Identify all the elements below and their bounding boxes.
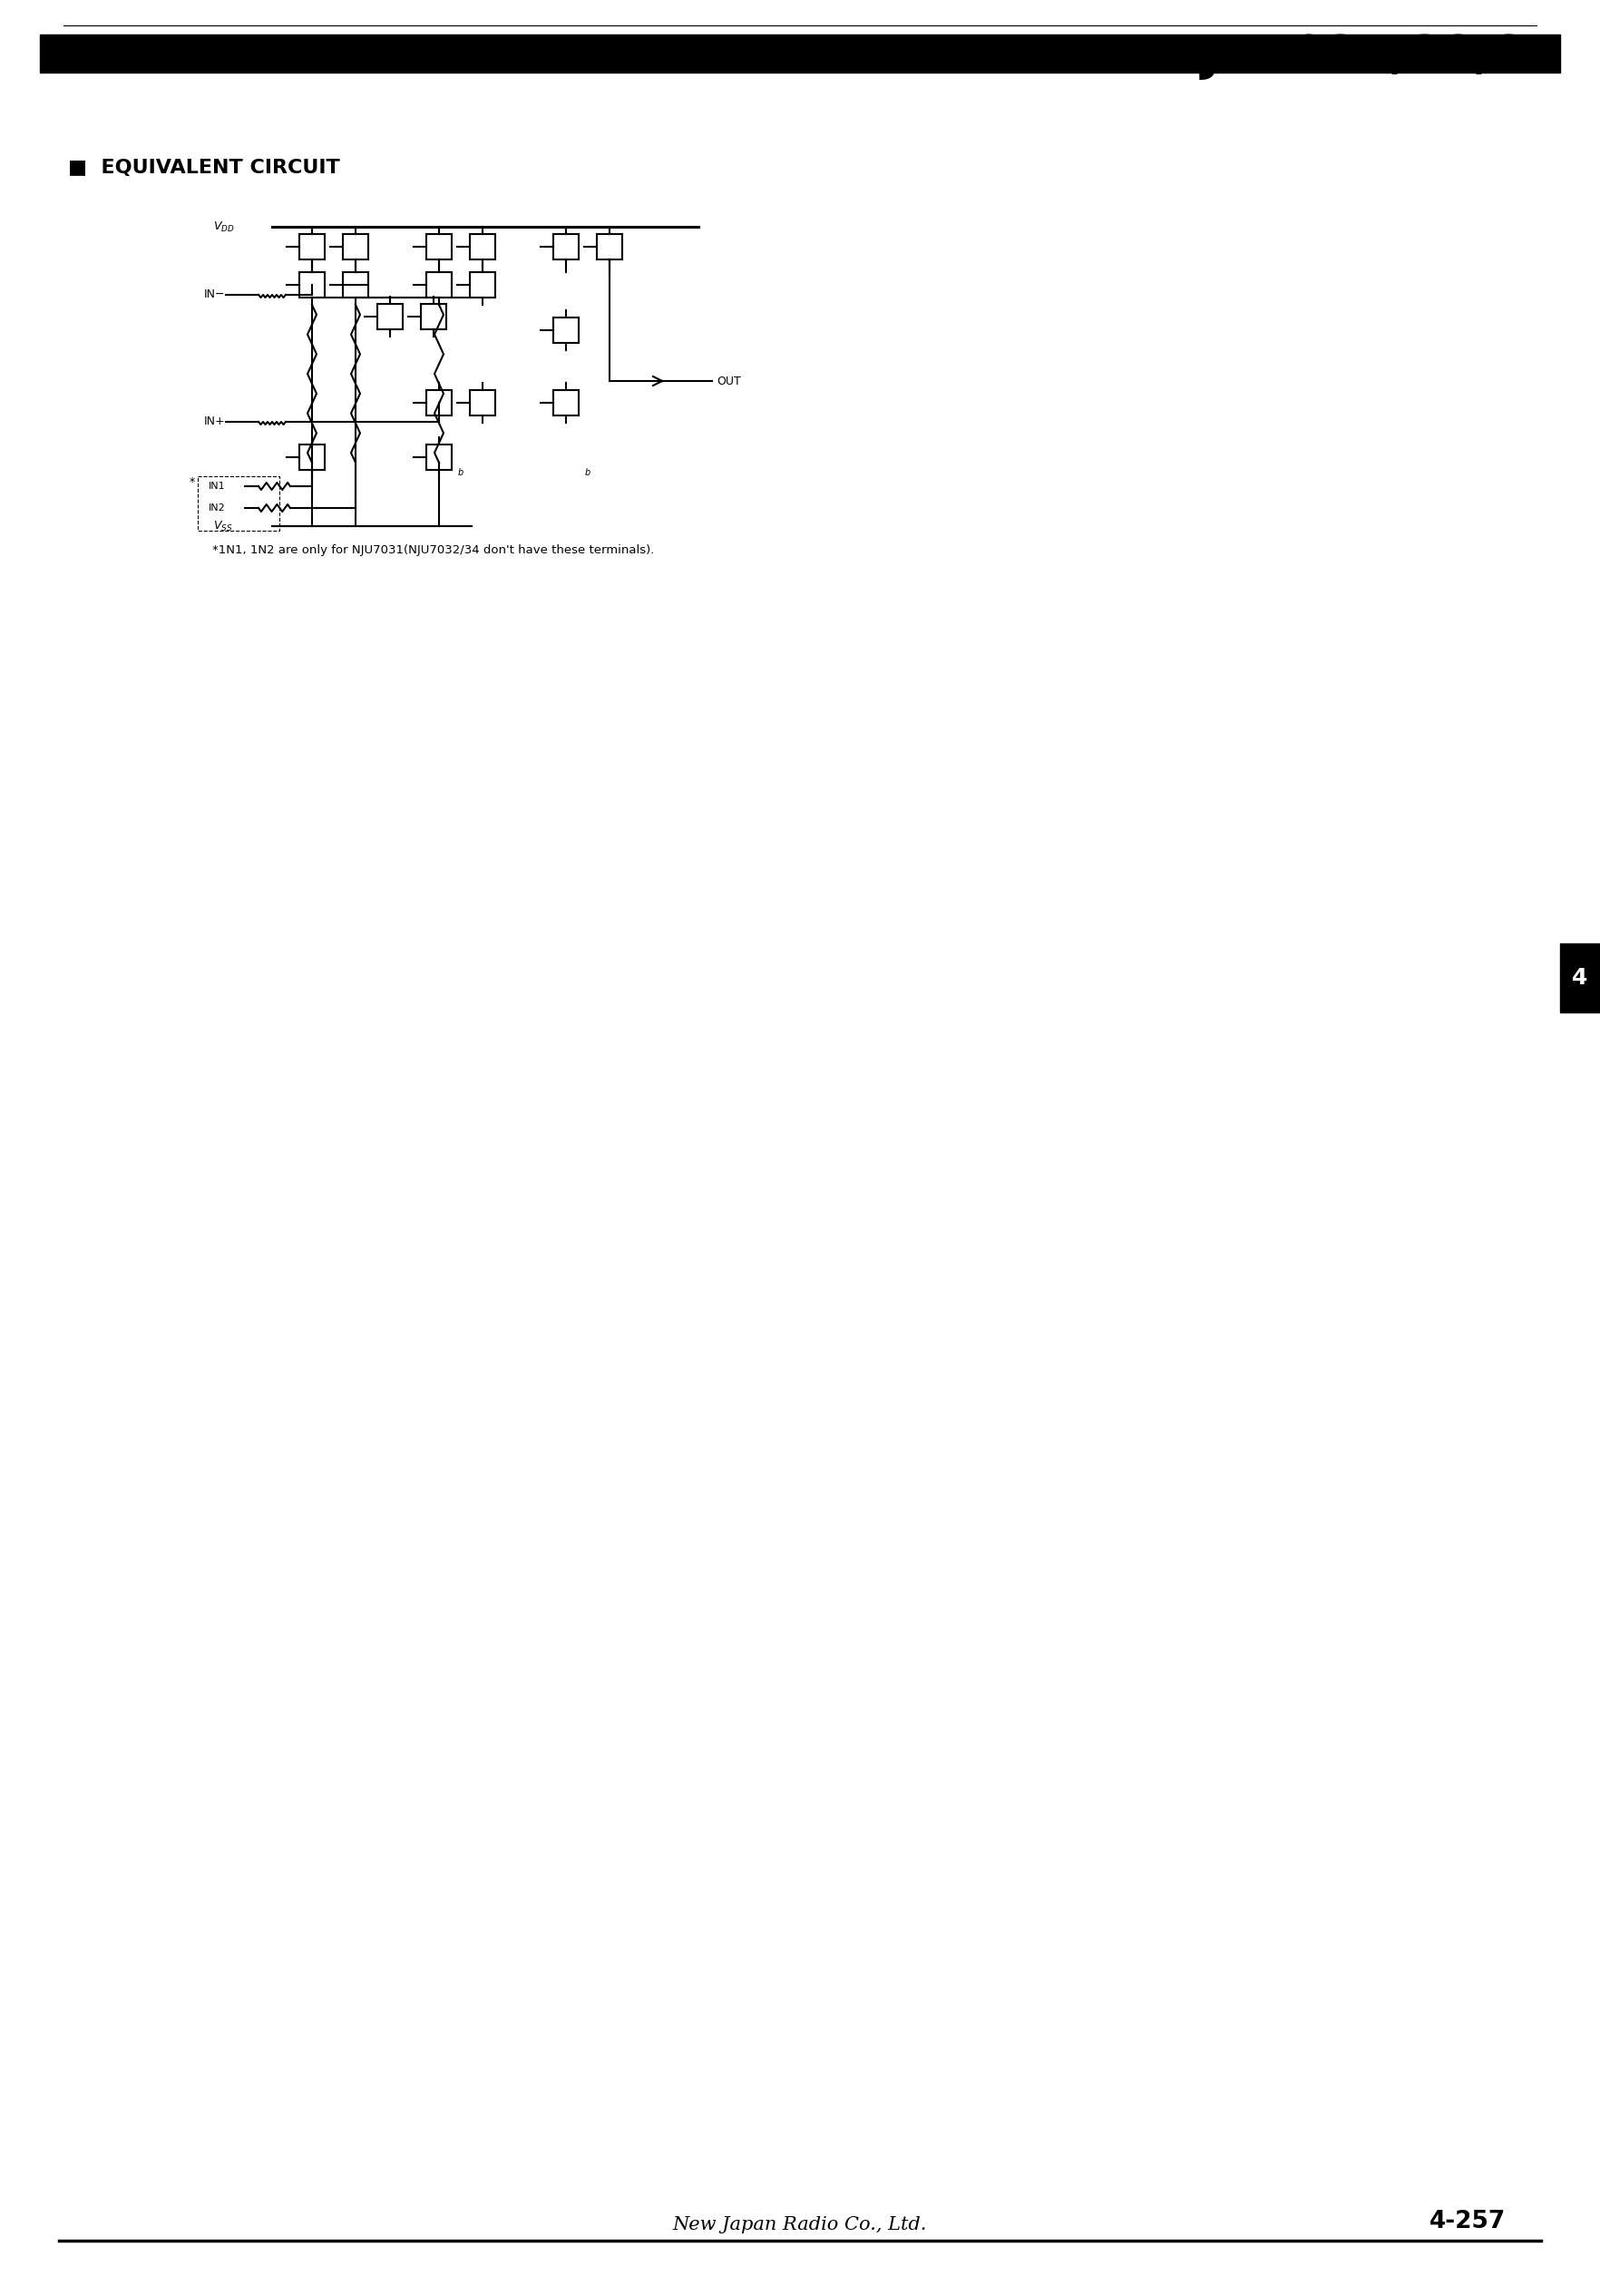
Bar xyxy=(299,234,325,259)
Bar xyxy=(198,475,280,530)
Bar xyxy=(40,34,1560,73)
Text: *1N1, 1N2 are only for NJU7031(NJU7032/34 don't have these terminals).: *1N1, 1N2 are only for NJU7031(NJU7032/3… xyxy=(213,544,654,556)
Bar xyxy=(426,445,451,471)
Text: $V_{DD}$: $V_{DD}$ xyxy=(213,220,235,234)
Text: IN−: IN− xyxy=(203,289,226,301)
Bar xyxy=(470,234,496,259)
Text: IN2: IN2 xyxy=(208,503,226,512)
Bar xyxy=(426,234,451,259)
Bar xyxy=(1560,944,1600,1013)
Text: *: * xyxy=(189,475,195,489)
Text: NJU7031/32/34: NJU7031/32/34 xyxy=(1162,32,1560,80)
Bar xyxy=(470,390,496,416)
Bar xyxy=(470,273,496,298)
Bar xyxy=(378,303,403,328)
Text: New Japan Radio Co., Ltd.: New Japan Radio Co., Ltd. xyxy=(674,2216,926,2234)
Bar xyxy=(597,234,622,259)
Text: OUT: OUT xyxy=(717,374,741,388)
Text: 4: 4 xyxy=(1573,967,1587,990)
Text: $V_{SS}$: $V_{SS}$ xyxy=(213,519,232,533)
Bar xyxy=(421,303,446,328)
Bar xyxy=(342,234,368,259)
Bar xyxy=(426,273,451,298)
Text: $b$: $b$ xyxy=(584,466,590,478)
Bar xyxy=(554,390,579,416)
Text: $b$: $b$ xyxy=(458,466,464,478)
Bar xyxy=(554,317,579,342)
Text: ■  EQUIVALENT CIRCUIT: ■ EQUIVALENT CIRCUIT xyxy=(69,158,339,177)
Text: IN+: IN+ xyxy=(203,416,226,427)
Bar xyxy=(426,390,451,416)
Bar xyxy=(342,273,368,298)
Text: IN1: IN1 xyxy=(208,482,226,491)
Bar xyxy=(554,234,579,259)
Text: 4-257: 4-257 xyxy=(1429,2209,1506,2234)
Bar xyxy=(299,273,325,298)
Bar xyxy=(299,445,325,471)
